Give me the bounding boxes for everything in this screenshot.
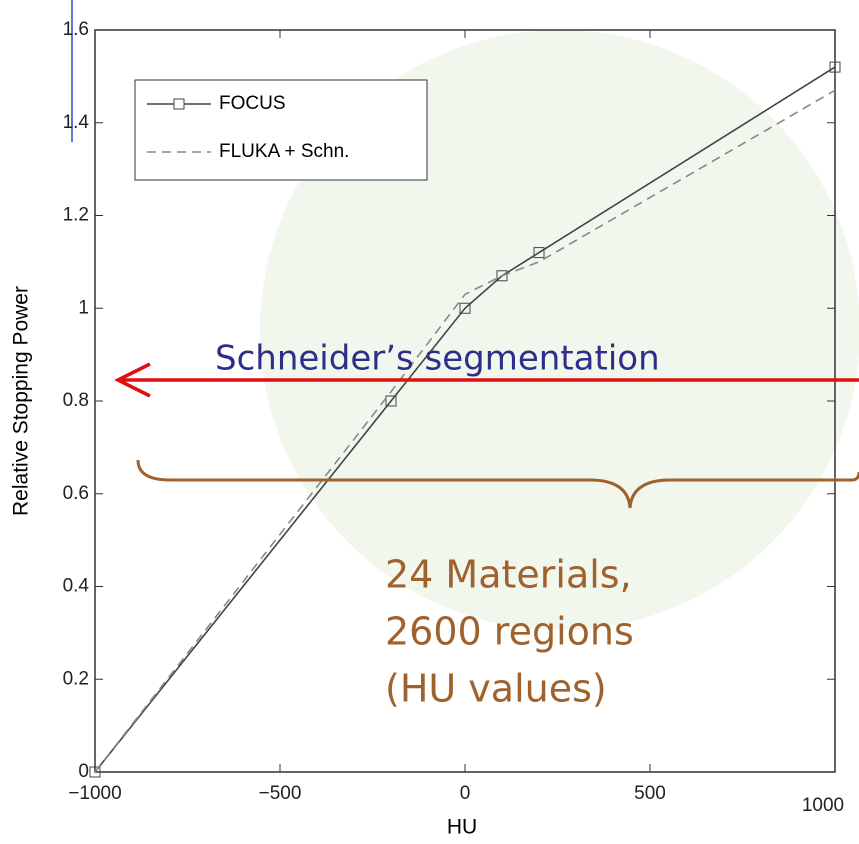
arrow-head: [114, 362, 151, 398]
annotation: 24 Materials,: [385, 553, 632, 597]
point-marker: [385, 395, 397, 407]
annotation: (HU values): [385, 667, 607, 711]
y-tick-label: 0.2: [63, 668, 89, 689]
annotation: 2600 regions: [385, 610, 634, 654]
series-line: [94, 89, 836, 773]
y-tick-label: 0: [78, 761, 89, 782]
y-axis-label: Relative Stopping Power: [10, 286, 33, 516]
annotation: Schneider’s segmentation: [215, 339, 660, 379]
series-line: [94, 66, 836, 773]
y-tick-label: 1: [78, 297, 89, 318]
y-tick-label: 1.2: [63, 205, 89, 226]
point-marker: [459, 302, 471, 314]
x-axis-label: HU: [447, 816, 477, 839]
point-marker: [829, 61, 841, 73]
x-tick-label: −500: [259, 783, 302, 804]
legend-label: FOCUS: [219, 93, 286, 114]
y-tick-label: 1.4: [63, 112, 90, 133]
y-tick-label: 1.6: [63, 19, 89, 40]
x-tick-label: 500: [634, 783, 666, 804]
legend-marker: [173, 98, 185, 110]
y-tick-label: 0.4: [63, 576, 90, 597]
brace: [136, 459, 859, 509]
x-tick-label: −1000: [68, 783, 121, 804]
point-marker: [533, 247, 545, 259]
legend-box: [134, 79, 428, 181]
point-marker: [496, 270, 508, 282]
y-tick-label: 0.6: [63, 483, 89, 504]
point-marker: [89, 766, 101, 778]
x-tick-label: 0: [460, 783, 471, 804]
y-tick-label: 0.8: [63, 390, 89, 411]
legend-label: FLUKA + Schn.: [219, 141, 349, 162]
x-tick-label: 1000: [802, 795, 844, 816]
